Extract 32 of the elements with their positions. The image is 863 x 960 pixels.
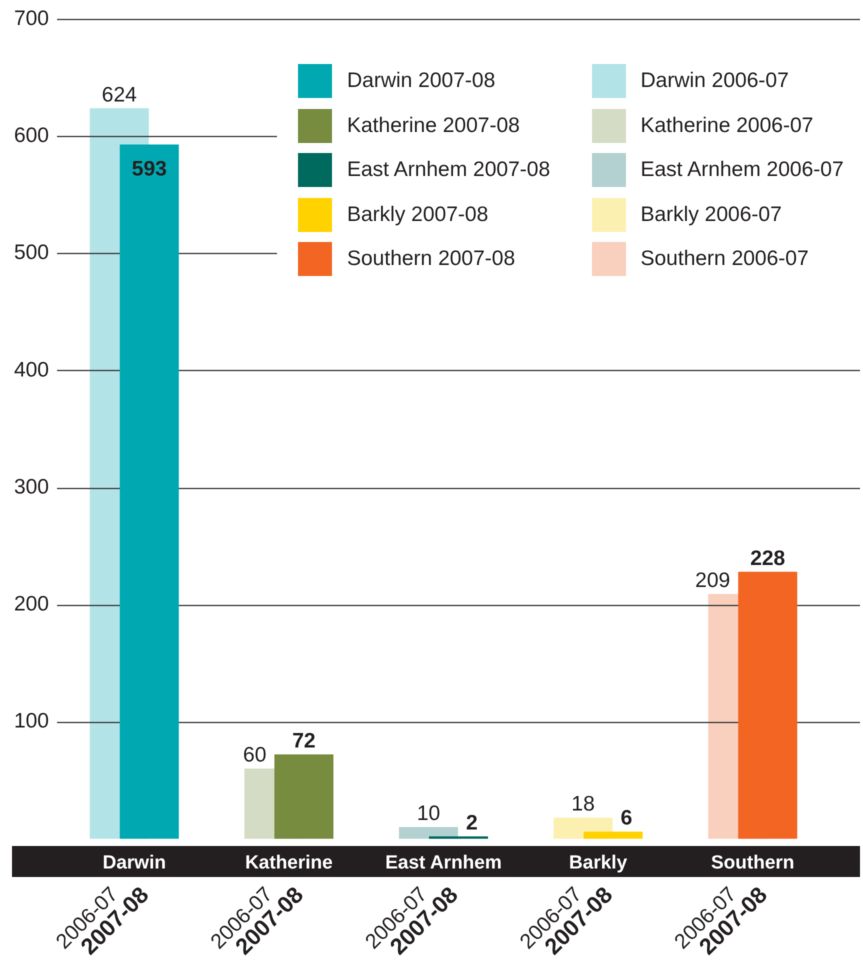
y-tick-label: 500 xyxy=(14,241,49,264)
y-tick-label: 300 xyxy=(14,475,49,498)
legend-label: East Arnhem 2006-07 xyxy=(640,157,844,184)
legend-label: Katherine 2007-08 xyxy=(347,112,520,139)
data-label: 209 xyxy=(695,569,730,592)
legend-label: Southern 2007-08 xyxy=(347,246,516,272)
x-tick-label: Katherine xyxy=(245,852,333,874)
legend-label: Darwin 2006-07 xyxy=(640,68,789,94)
data-label: 2 xyxy=(466,811,478,834)
y-tick-label: 200 xyxy=(14,592,49,616)
x-tick-label: Southern xyxy=(711,852,794,874)
legend-label: Southern 2006-07 xyxy=(640,246,809,272)
data-label: 593 xyxy=(132,158,167,181)
x-tick-label: Barkly xyxy=(569,852,628,874)
data-label: 228 xyxy=(750,546,786,570)
data-label: 18 xyxy=(571,792,595,816)
data-label: 10 xyxy=(416,802,440,825)
legend-label: Darwin 2007-08 xyxy=(347,68,496,94)
legend-label: Barkly 2006-07 xyxy=(640,202,782,228)
x-tick-label: East Arnhem xyxy=(385,852,502,874)
legend-label: East Arnhem 2007-08 xyxy=(347,157,550,184)
y-tick-label: 600 xyxy=(14,124,49,148)
y-tick-label: 100 xyxy=(14,709,49,732)
data-label: 60 xyxy=(243,743,266,766)
y-tick-label: 700 xyxy=(14,7,49,30)
x-tick-label: Darwin xyxy=(102,852,166,874)
data-label: 72 xyxy=(292,729,316,752)
y-tick-label: 400 xyxy=(14,358,49,382)
data-label: 6 xyxy=(620,806,632,830)
legend-label: Katherine 2006-07 xyxy=(640,112,814,139)
data-label: 624 xyxy=(102,83,138,106)
legend-label: Barkly 2007-08 xyxy=(347,202,488,228)
